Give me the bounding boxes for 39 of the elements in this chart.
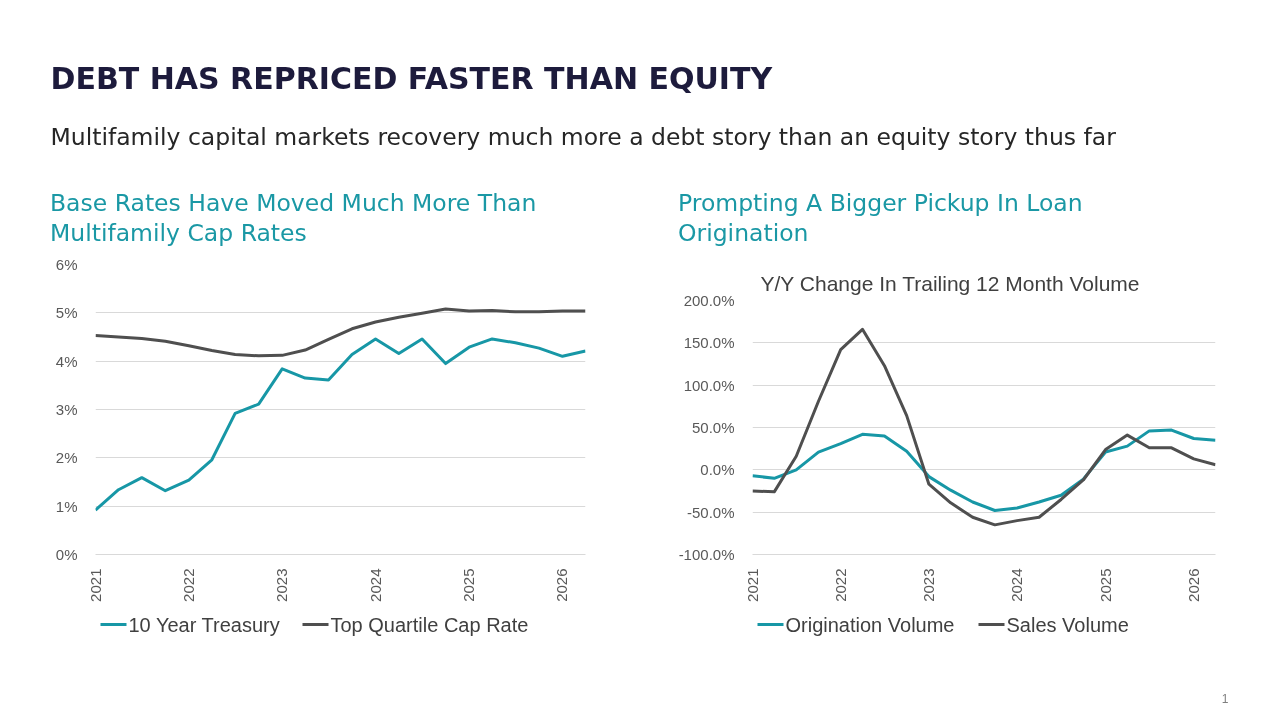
- y-tick-label: 3%: [55, 401, 78, 418]
- chart-subtitle: Y/Y Change In Trailing 12 Month Volume: [760, 271, 1140, 295]
- x-tick-label: 2025: [1096, 568, 1114, 602]
- y-tick-label: 2%: [55, 449, 78, 467]
- y-tick-label: -50.0%: [686, 503, 735, 521]
- y-tick-label: 100.0%: [683, 376, 735, 394]
- x-tick-label: 2022: [179, 568, 197, 602]
- x-tick-label: 2026: [1184, 568, 1202, 602]
- y-tick-label: 1%: [55, 497, 78, 515]
- x-tick-label: 2024: [1008, 568, 1026, 602]
- legend-label: Origination Volume: [785, 613, 955, 636]
- x-tick-label: 2021: [86, 568, 104, 602]
- x-tick-label: 2026: [553, 568, 571, 602]
- x-tick-label: 2024: [366, 568, 384, 602]
- x-tick-label: 2021: [743, 568, 761, 602]
- legend-label: Sales Volume: [1006, 613, 1129, 636]
- y-tick-label: -100.0%: [678, 546, 735, 563]
- y-tick-label: 200.0%: [683, 292, 735, 309]
- text: Multifamily capital markets recovery much more a debt story than an equity story thus far: [50, 122, 1117, 151]
- y-tick-label: 6%: [55, 256, 78, 273]
- legend-label: Top Quartile Cap Rate: [330, 613, 529, 636]
- line-series: [95, 337, 586, 512]
- y-tick-label: 150.0%: [683, 334, 735, 352]
- y-tick-label: 0.0%: [700, 461, 735, 479]
- chart-title: Base Rates Have Moved Much More Than Multifamily Cap Rates: [50, 188, 537, 248]
- line-series: [752, 327, 1216, 527]
- x-tick-label: 2025: [460, 568, 478, 602]
- chart-title: Prompting A Bigger Pickup In Loan Origination: [678, 188, 1083, 248]
- x-tick-label: 2022: [831, 568, 849, 602]
- text: 1: [1221, 692, 1229, 706]
- text: DEBT HAS REPRICED FASTER THAN EQUITY: [50, 61, 774, 96]
- y-tick-label: 0%: [55, 546, 78, 563]
- line-series: [95, 307, 586, 358]
- y-tick-label: 50.0%: [691, 419, 735, 436]
- y-tick-label: 5%: [55, 304, 78, 322]
- y-tick-label: 4%: [55, 352, 78, 370]
- legend-label: 10 Year Treasury: [128, 613, 280, 636]
- x-tick-label: 2023: [919, 568, 937, 602]
- x-tick-label: 2023: [273, 568, 291, 602]
